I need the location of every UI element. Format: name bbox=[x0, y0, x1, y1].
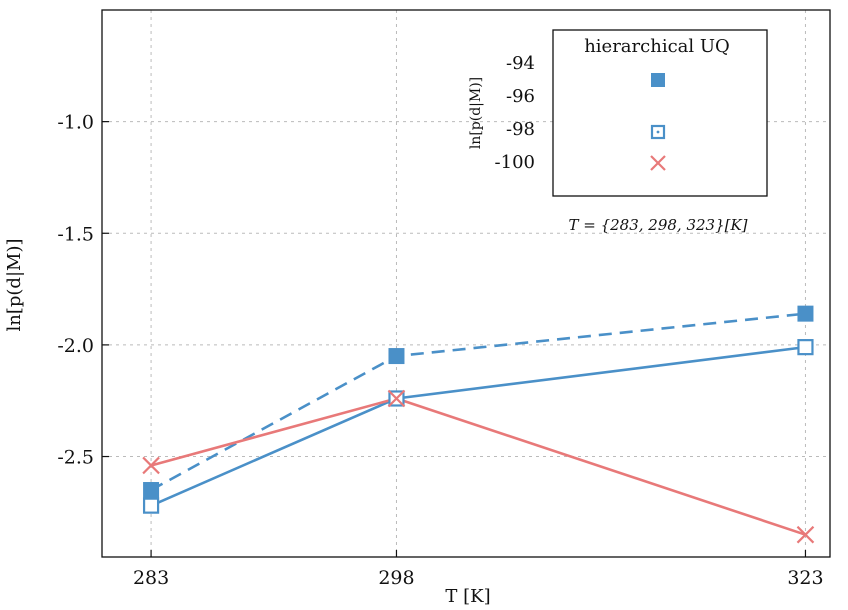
inset-y-tick-label: -96 bbox=[506, 86, 535, 107]
plot-frame bbox=[101, 9, 831, 558]
y-tick-label: -2.5 bbox=[57, 447, 94, 469]
x-tick-label-298: 298 bbox=[378, 567, 414, 589]
grid bbox=[102, 10, 830, 557]
series-3-point-298-stroke-b bbox=[387, 389, 406, 408]
series-2-point-323 bbox=[797, 339, 814, 356]
inset-marker-3 bbox=[650, 155, 666, 171]
series-1-point-323 bbox=[797, 305, 814, 322]
y-tick-label: -1.5 bbox=[57, 223, 94, 245]
series-3-point-323 bbox=[796, 525, 815, 544]
series-2-point-283 bbox=[142, 497, 160, 514]
inset-y-tick-label: -94 bbox=[506, 53, 535, 74]
x-tick-label-323: 323 bbox=[787, 567, 823, 589]
series-3-line bbox=[150, 397, 806, 536]
inset-marker-1 bbox=[651, 73, 665, 87]
inset-frame bbox=[552, 29, 768, 197]
inset-tick-labels: -94 -96 -98 -100 bbox=[495, 53, 535, 173]
series-1-point-283 bbox=[143, 482, 160, 499]
y-tick-label: -1.0 bbox=[57, 112, 94, 134]
inset-y-tick-label: -100 bbox=[495, 152, 535, 173]
inset-title: hierarchical UQ bbox=[584, 36, 730, 57]
x-tick-label-283: 283 bbox=[133, 567, 169, 589]
series-3-point-283-stroke-b bbox=[142, 456, 160, 475]
series-3-point-283 bbox=[142, 456, 160, 475]
series-3-point-298 bbox=[387, 389, 406, 408]
y-axis-label: ln[p(d|M)] bbox=[4, 239, 25, 332]
temperature-set-annotation: T = {283, 298, 323}[K] bbox=[568, 216, 747, 234]
inset-marker-2-dot bbox=[656, 130, 660, 134]
tick-labels: 283 298 323 -1.0 -1.5 -2.0 -2.5 bbox=[57, 112, 823, 589]
inset-markers bbox=[650, 73, 666, 171]
y-tick-label: -2.0 bbox=[57, 335, 94, 357]
series-3-point-323-stroke-b bbox=[796, 525, 815, 544]
inset-y-tick-label: -98 bbox=[506, 119, 535, 140]
series-1-point-298 bbox=[388, 348, 405, 365]
inset-legend-box: hierarchical UQ ln[p(d|M)] -94 -96 -98 -100 bbox=[468, 29, 768, 197]
inset-y-label: ln[p(d|M)] bbox=[468, 77, 484, 149]
inset-marker-3-stroke-b bbox=[650, 155, 666, 171]
series-layer bbox=[142, 305, 815, 544]
x-axis-label: T [K] bbox=[445, 586, 490, 607]
